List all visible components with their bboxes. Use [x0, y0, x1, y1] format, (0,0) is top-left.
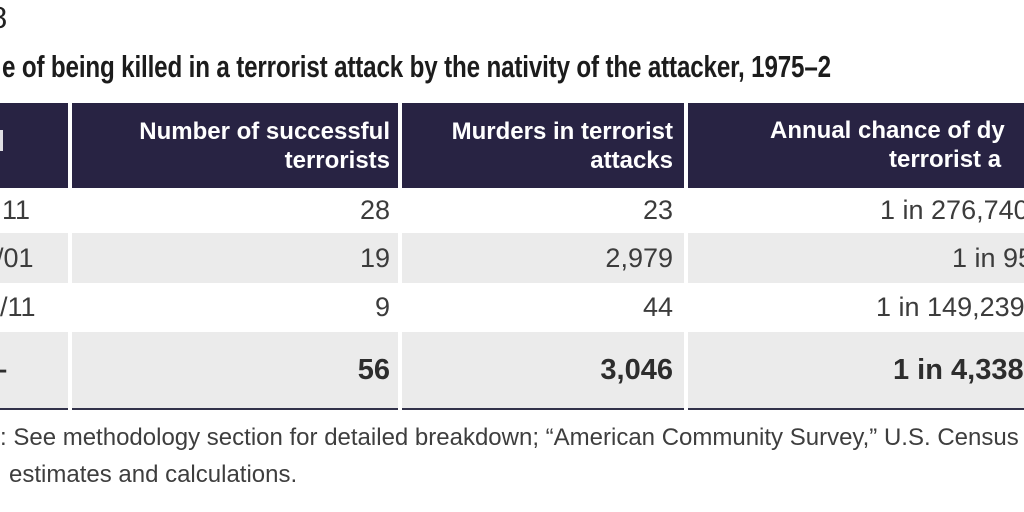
row-shade [402, 233, 684, 283]
row-shade [72, 233, 398, 283]
table-bottom-border [0, 408, 68, 410]
cell-annual-chance: 1 in 276,740 [880, 195, 1024, 225]
header-label-line: terrorists [284, 146, 390, 174]
table-row: /01 19 2,979 1 in 95 [0, 233, 1024, 283]
row-shade [0, 233, 68, 283]
header-label-line: Murders in terrorist [451, 117, 673, 145]
row-shade [688, 332, 1024, 408]
header-label-annual-chance-line2: terrorist a [889, 146, 1002, 173]
row-shade [72, 332, 398, 408]
source-note-line2: estimates and calculations. [9, 461, 298, 488]
table-bottom-border [688, 408, 1024, 410]
cell-successful-terrorists-total: 56 [357, 353, 390, 386]
table-row: 11 28 23 1 in 276,740 [0, 188, 1024, 233]
table-number-fragment: 8 [0, 0, 7, 36]
cell-murders: 44 [642, 292, 673, 322]
header-label-line: attacks [590, 146, 673, 174]
row-shade [688, 233, 1024, 283]
row-shade [0, 332, 68, 408]
row-shade [402, 332, 684, 408]
cell-murders-total: 3,046 [600, 353, 673, 386]
page-title-text: e of being killed in a terrorist attack … [2, 49, 831, 84]
header-label-line: Number of successful [139, 117, 390, 145]
row-label-fragment: 11 [2, 195, 31, 225]
header-label-successful-terrorists: Number of successful terrorists [72, 103, 390, 188]
row-label-fragment: /11 [0, 292, 36, 322]
source-note-line1: : See methodology section for detailed b… [0, 424, 1024, 451]
cell-murders: 23 [642, 195, 673, 225]
cell-successful-terrorists: 19 [359, 242, 390, 273]
header-cell-murders [402, 103, 684, 188]
table-bottom-border [402, 408, 684, 410]
table-header-row: Number of successful terrorists Murders … [0, 103, 1024, 188]
page-title: e of being killed in a terrorist attack … [2, 49, 1024, 85]
row-label-fragment: /01 [0, 242, 34, 273]
header-clipped-text-fragment [0, 130, 3, 151]
cell-annual-chance-total: 1 in 4,338 [893, 353, 1024, 386]
cell-annual-chance: 1 in 149,239 [876, 292, 1024, 322]
table-bottom-border [72, 408, 398, 410]
header-cell-nativity [0, 103, 68, 188]
cell-successful-terrorists: 9 [374, 292, 390, 322]
header-label-annual-chance-line1: Annual chance of dy [770, 117, 1005, 144]
cell-murders: 2,979 [605, 242, 673, 273]
row-label-fragment: – [0, 332, 7, 408]
table-row: /11 9 44 1 in 149,239 [0, 283, 1024, 332]
header-label-murders: Murders in terrorist attacks [402, 103, 673, 188]
cell-annual-chance: 1 in 95 [952, 242, 1024, 273]
cell-successful-terrorists: 28 [359, 195, 390, 225]
header-cell-annual-chance [688, 103, 1024, 188]
header-cell-successful-terrorists [72, 103, 398, 188]
table-total-row: – 56 3,046 1 in 4,338 [0, 332, 1024, 408]
